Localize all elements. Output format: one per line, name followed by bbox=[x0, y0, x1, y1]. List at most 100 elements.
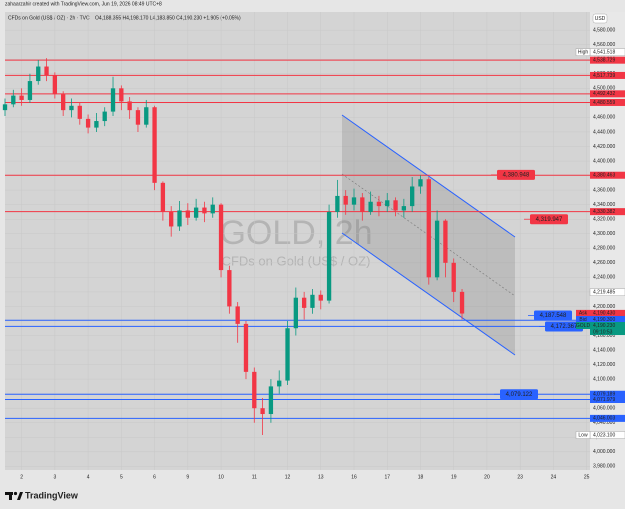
x-tick-label: 3 bbox=[53, 474, 56, 480]
x-tick-label: 18 bbox=[418, 474, 424, 480]
price-tag-label: 4,219.485 bbox=[593, 290, 615, 296]
candle-body bbox=[27, 81, 33, 100]
level-label: 4,330.382 bbox=[593, 209, 615, 215]
countdown: 09:10:53 bbox=[593, 329, 613, 335]
candle-body bbox=[318, 294, 323, 301]
y-tick-label: 4,460.000 bbox=[593, 115, 615, 121]
candle-body bbox=[351, 197, 357, 205]
price-tag bbox=[590, 309, 625, 317]
price-tag-name-bg bbox=[575, 431, 591, 439]
candle-body bbox=[376, 201, 382, 207]
channel-top bbox=[341, 114, 516, 238]
candle-body bbox=[285, 328, 290, 381]
y-tick-label: 4,500.000 bbox=[593, 86, 615, 92]
candle-body bbox=[277, 380, 282, 387]
x-tick-label: 23 bbox=[517, 474, 523, 480]
level-tag bbox=[590, 171, 625, 179]
level-tag bbox=[590, 56, 625, 64]
price-tag-name-bg bbox=[575, 48, 591, 56]
logo bbox=[5, 491, 23, 500]
level-label: 4,071.979 bbox=[593, 397, 615, 403]
channel-bottom bbox=[341, 232, 516, 356]
x-tick-label: 16 bbox=[351, 474, 357, 480]
callout-box bbox=[545, 321, 583, 332]
price-tag-label: 4,023.100 bbox=[593, 432, 615, 438]
price-tag-name: High bbox=[578, 49, 589, 55]
y-tick-label: 4,440.000 bbox=[593, 129, 615, 135]
level-label: 4,480.559 bbox=[593, 100, 615, 106]
y-tick-label: 4,400.000 bbox=[593, 158, 615, 164]
price-tag-label: 4,541.518 bbox=[593, 49, 615, 55]
price-tag bbox=[590, 322, 625, 330]
callout-label: 4,079.122 bbox=[506, 392, 533, 398]
logo-bar bbox=[9, 492, 12, 500]
x-tick-label: 11 bbox=[252, 474, 257, 480]
level-label: 4,046.003 bbox=[593, 416, 615, 422]
candle-body bbox=[119, 88, 124, 102]
candle-body bbox=[252, 371, 257, 409]
brand: TradingView bbox=[25, 490, 79, 500]
candle-body bbox=[335, 195, 340, 212]
candle-body bbox=[110, 88, 116, 112]
level-label: 4,517.739 bbox=[593, 73, 615, 79]
candle-body bbox=[459, 291, 465, 314]
price-tag-name: Low bbox=[578, 432, 588, 438]
y-tick-label: 4,040.000 bbox=[593, 420, 615, 426]
candle-body bbox=[393, 200, 398, 211]
x-tick-label: 4 bbox=[87, 474, 90, 480]
candle-body bbox=[260, 408, 265, 415]
currency[interactable]: USD bbox=[595, 16, 606, 22]
symbol-title: CFDs on Gold (US$ / OZ) · 2h · TVC bbox=[8, 15, 90, 21]
price-tag-name-bg bbox=[576, 315, 590, 323]
price-tag bbox=[590, 315, 625, 323]
price-tag-label: 4,190.230 bbox=[593, 323, 615, 329]
y-tick-label: 4,360.000 bbox=[593, 187, 615, 193]
price-tag-name-bg bbox=[576, 309, 590, 317]
candle-body bbox=[368, 201, 373, 212]
watermark: GOLD, 2h bbox=[219, 214, 372, 252]
currency-button[interactable] bbox=[592, 13, 608, 24]
candle-body bbox=[202, 207, 207, 214]
candle-body bbox=[410, 186, 415, 207]
candle-body bbox=[61, 94, 66, 111]
callout-label: 4,380.948 bbox=[503, 172, 530, 178]
y-tick-label: 4,140.000 bbox=[593, 347, 615, 353]
candle-body bbox=[326, 211, 332, 301]
callout-box bbox=[530, 214, 568, 225]
candle-body bbox=[85, 118, 91, 128]
candle-body bbox=[301, 297, 307, 308]
candle-body bbox=[2, 104, 8, 111]
candle-body bbox=[343, 195, 348, 205]
candle-body bbox=[193, 207, 199, 218]
y-tick-label: 4,320.000 bbox=[593, 217, 615, 223]
level-tag bbox=[590, 98, 625, 106]
y-tick-label: 4,560.000 bbox=[593, 42, 615, 48]
y-tick-label: 4,580.000 bbox=[593, 28, 615, 34]
level-tag bbox=[590, 208, 625, 216]
candle-body bbox=[169, 211, 174, 227]
x-tick-label: 9 bbox=[186, 474, 189, 480]
candle-body bbox=[127, 101, 132, 111]
callout-label: 4,187.548 bbox=[540, 313, 567, 319]
x-tick-label: 13 bbox=[318, 474, 324, 480]
candle-body bbox=[52, 75, 58, 95]
candle-body bbox=[144, 107, 149, 125]
price-tag-name-bg bbox=[576, 322, 590, 330]
candle-body bbox=[418, 179, 423, 187]
callout-box bbox=[497, 169, 535, 180]
candle-body bbox=[185, 210, 190, 218]
y-tick-label: 4,120.000 bbox=[593, 362, 615, 368]
x-tick-label: 10 bbox=[218, 474, 224, 480]
callout-label: 4,172.367 bbox=[551, 324, 578, 330]
candle-body bbox=[69, 105, 74, 111]
candle-body bbox=[310, 294, 315, 308]
y-tick-label: 4,100.000 bbox=[593, 376, 615, 382]
candle-body bbox=[36, 66, 41, 82]
candle-body bbox=[235, 306, 240, 324]
callout-box bbox=[534, 310, 572, 321]
candle-body bbox=[443, 220, 448, 263]
level-tag bbox=[590, 395, 625, 403]
level-label: 4,538.729 bbox=[593, 58, 615, 64]
level-label: 4,079.189 bbox=[593, 392, 615, 398]
